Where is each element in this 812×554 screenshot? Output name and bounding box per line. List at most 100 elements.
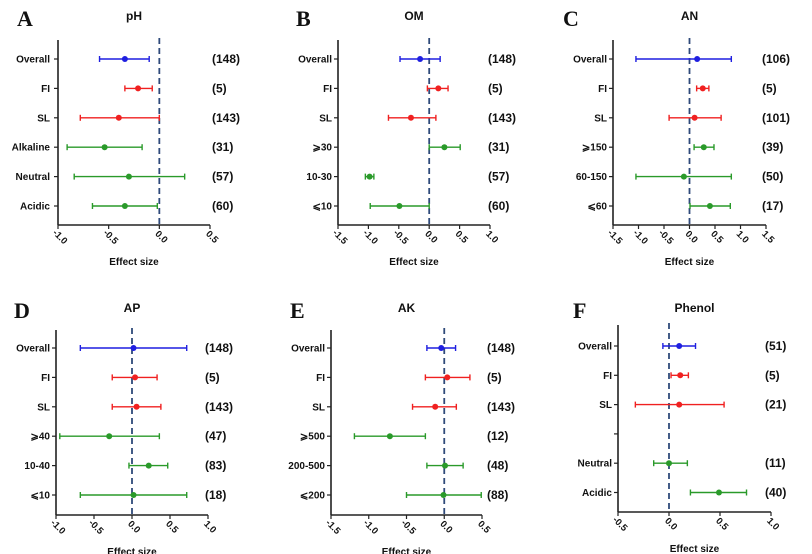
row-label: 200-500 [288,461,325,472]
x-tick-label: 0.0 [437,519,454,536]
x-axis-title: Effect size [382,547,432,554]
panel-f: F Phenol -0.5 0.0 0.5 1.0 Effect size Overall (5… [573,298,786,554]
forest-row: 60-150 (50) [576,170,783,184]
forest-row: Acidic (40) [582,486,786,500]
sample-count: (31) [488,140,509,154]
sample-count: (5) [762,81,777,95]
forest-row: SL (143) [319,111,516,125]
panel-letter: D [14,298,30,323]
row-label: Overall [298,55,332,66]
x-tick-label: 0.0 [125,519,142,536]
x-tick-label: -1.0 [48,518,67,537]
forest-row: SL (143) [37,111,240,125]
x-tick-label: 0.0 [422,229,439,246]
mean-point [700,144,707,151]
x-axis-title: Effect size [665,257,715,268]
x-tick-label: 1.0 [483,229,500,246]
sample-count: (12) [487,429,508,443]
sample-count: (48) [487,459,508,473]
sample-count: (51) [765,339,786,353]
mean-point [386,433,393,440]
forest-row: FI (5) [316,370,502,384]
forest-row: ⩽200 (88) [300,488,508,502]
mean-point [432,403,439,410]
sample-count: (40) [765,486,786,500]
row-label: ⩽10 [30,491,50,502]
sample-count: (11) [765,456,786,470]
row-label: ⩾500 [300,432,326,443]
sample-count: (143) [212,111,240,125]
forest-row: Alkaline (31) [12,140,234,154]
x-tick-label: -1.0 [50,228,69,247]
forest-row: 10-30 (57) [306,170,509,184]
row-label: Acidic [20,202,50,213]
sample-count: (47) [205,429,226,443]
x-tick-label: 1.5 [759,229,777,247]
x-tick-label: 1.0 [201,519,218,536]
mean-point [444,374,451,381]
row-label: ⩾30 [312,143,332,154]
mean-point [691,114,698,121]
sample-count: (57) [212,170,233,184]
mean-point [396,203,403,209]
forest-row: SL (21) [599,398,786,412]
x-tick-label: -0.5 [391,228,411,248]
row-label: Overall [291,344,325,355]
mean-point [435,85,442,92]
forest-row: ⩾40 (47) [30,429,226,443]
mean-point [706,203,713,209]
row-label: ⩽10 [312,202,332,213]
x-axis-title: Effect size [670,544,720,554]
panel-letter: B [296,6,311,31]
forest-row: ⩾500 (12) [300,429,508,443]
mean-point [125,173,132,180]
x-axis-title: Effect size [107,547,157,554]
row-label: 10-30 [306,172,332,183]
forest-row: ⩽10 (60) [312,199,509,213]
mean-point [438,345,445,351]
row-label: Overall [573,55,607,66]
mean-point [677,372,684,379]
row-label: Alkaline [12,143,51,154]
forest-row: SL (101) [594,111,790,125]
sample-count: (5) [212,81,227,95]
sample-count: (148) [488,52,516,66]
forest-row: 200-500 (48) [288,459,508,473]
x-tick-label: 0.5 [713,516,731,534]
sample-count: (18) [205,488,226,502]
forest-row: Overall (148) [291,341,515,355]
sample-count: (50) [762,170,783,184]
panel-e: E AK -1.5 -1.0 -0.5 0.0 0.5 Effect size Overall (… [288,298,515,554]
panel-title: AP [124,301,141,315]
row-label: FI [41,84,50,95]
row-label: SL [312,402,325,413]
sample-count: (57) [488,170,509,184]
mean-point [442,462,449,469]
row-label: Overall [578,342,612,353]
panel-c: C AN -1.5 -1.0 -0.5 0.0 0.5 1.0 1.5 Effect size Ov… [563,6,790,268]
x-tick-label: -0.5 [656,228,676,248]
forest-row: ⩾150 (39) [582,140,783,154]
forest-row: FI (5) [603,368,780,382]
x-tick-label: -0.5 [86,518,106,538]
sample-count: (148) [487,341,515,355]
forest-row: Acidic (60) [20,199,233,213]
mean-point [715,489,722,496]
mean-point [366,173,373,180]
x-tick-label: 1.0 [764,516,781,533]
panel-letter: E [290,298,305,323]
mean-point [441,144,448,151]
forest-row: Neutral (11) [578,456,786,470]
mean-point [101,144,108,151]
row-label: SL [319,113,332,124]
sample-count: (101) [762,111,790,125]
x-tick-label: 0.0 [153,229,170,246]
forest-row: Overall (148) [16,341,233,355]
sample-count: (60) [212,199,233,213]
x-tick-label: -0.5 [101,228,121,248]
sample-count: (21) [765,398,786,412]
x-tick-label: -1.5 [323,518,343,538]
sample-count: (143) [205,400,233,414]
panel-d: D AP -1.0 -0.5 0.0 0.5 1.0 Effect size Overall (1… [14,298,233,554]
